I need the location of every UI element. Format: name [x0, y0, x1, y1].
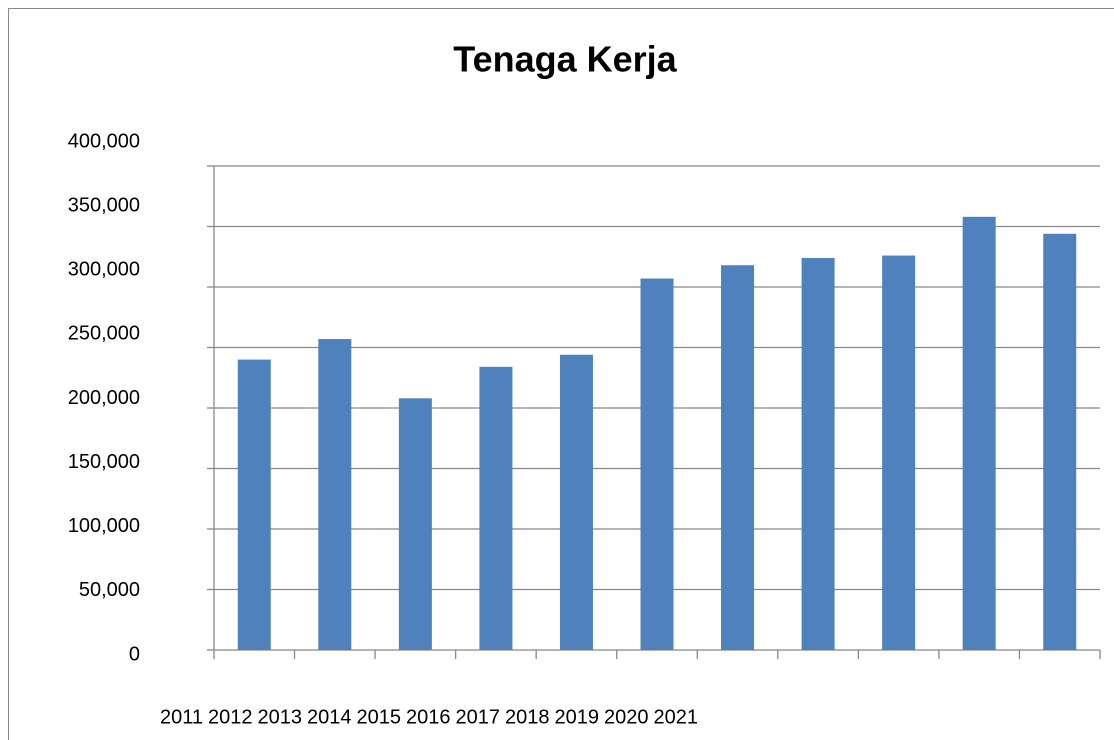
bar [721, 265, 755, 650]
y-tick-label: 0 [129, 643, 140, 665]
bar [962, 216, 996, 650]
x-tick-label: 2018 [505, 706, 550, 728]
x-tick-label: 2017 [456, 706, 501, 728]
bar [559, 354, 593, 650]
y-tick-label: 150,000 [68, 451, 140, 473]
y-tick-label: 200,000 [68, 387, 140, 409]
x-tick-label: 2019 [555, 706, 600, 728]
bar [237, 359, 271, 650]
x-tick-label: 2015 [357, 706, 402, 728]
bar [318, 339, 352, 650]
x-tick-label: 2014 [307, 706, 352, 728]
x-tick-label: 2016 [406, 706, 451, 728]
x-tick-label: 2011 [160, 706, 203, 728]
bar [640, 278, 674, 650]
y-tick-label: 400,000 [68, 130, 140, 152]
bar [801, 257, 835, 650]
y-tick-label: 350,000 [68, 194, 140, 216]
x-tick-label: 2021 [654, 706, 699, 728]
x-tick-label: 2013 [258, 706, 303, 728]
x-tick-label: 2012 [208, 706, 253, 728]
bar [398, 398, 432, 650]
y-tick-label: 50,000 [79, 579, 140, 601]
y-tick-label: 300,000 [68, 259, 140, 281]
y-tick-label: 250,000 [68, 323, 140, 345]
chart-title: Tenaga Kerja [453, 39, 677, 80]
bar [882, 255, 916, 651]
x-tick-label: 2020 [604, 706, 649, 728]
bar [1043, 233, 1077, 650]
y-tick-label: 100,000 [68, 515, 140, 537]
bar [479, 366, 513, 650]
